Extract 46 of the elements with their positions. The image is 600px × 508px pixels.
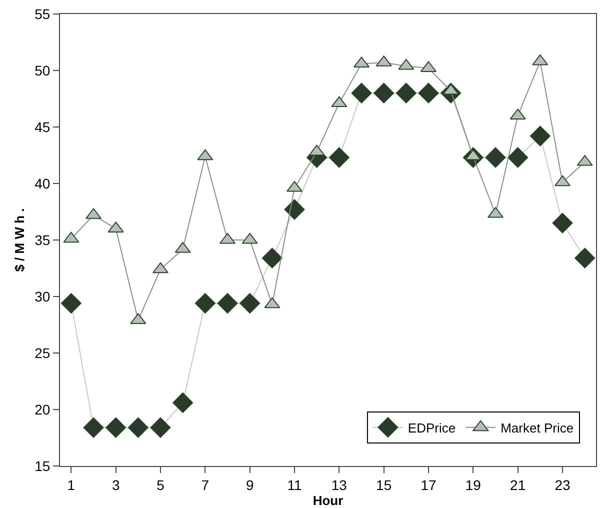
point <box>396 82 416 104</box>
y-tick-label: 30 <box>34 288 50 304</box>
y-axis-title: $ / M W h . <box>12 208 27 272</box>
y-tick-label: 35 <box>34 232 50 248</box>
point <box>374 82 394 104</box>
x-tick-label: 3 <box>112 476 120 493</box>
point <box>217 293 238 314</box>
x-tick-label: 21 <box>510 476 526 493</box>
point <box>351 82 372 104</box>
x-tick-label: 9 <box>246 476 254 493</box>
x-tick-label: 15 <box>376 476 392 493</box>
point <box>485 147 506 168</box>
x-tick-label: 17 <box>420 476 436 493</box>
point <box>552 212 573 234</box>
x-tick-label: 13 <box>331 476 348 493</box>
point <box>284 199 305 220</box>
point <box>60 293 82 314</box>
x-tick-label: 5 <box>156 476 165 493</box>
y-tick-label: 45 <box>34 118 50 135</box>
point <box>240 293 260 314</box>
x-tick-label: 11 <box>287 476 302 493</box>
point <box>530 126 550 146</box>
y-tick-label: 25 <box>34 344 50 361</box>
x-tick-label: 23 <box>554 476 570 493</box>
x-tick-label: 7 <box>201 476 210 493</box>
legend-label: Market Price <box>500 420 574 436</box>
x-axis-title: Hour <box>312 493 344 508</box>
point <box>106 417 126 438</box>
x-tick-label: 1 <box>67 476 76 493</box>
point <box>574 248 596 268</box>
point <box>418 82 439 104</box>
legend-label: EDPrice <box>408 420 456 436</box>
point <box>150 417 171 438</box>
y-tick-label: 20 <box>34 401 50 418</box>
point <box>83 417 104 438</box>
point <box>262 248 282 268</box>
point <box>328 147 350 168</box>
point <box>172 392 194 413</box>
y-tick-label: 40 <box>34 175 50 192</box>
point <box>194 293 216 314</box>
point <box>508 147 528 168</box>
y-tick-label: 15 <box>34 458 50 474</box>
x-tick-label: 19 <box>465 476 482 493</box>
y-tick-label: 50 <box>34 62 50 78</box>
point <box>128 417 148 438</box>
y-tick-label: 55 <box>34 6 50 22</box>
